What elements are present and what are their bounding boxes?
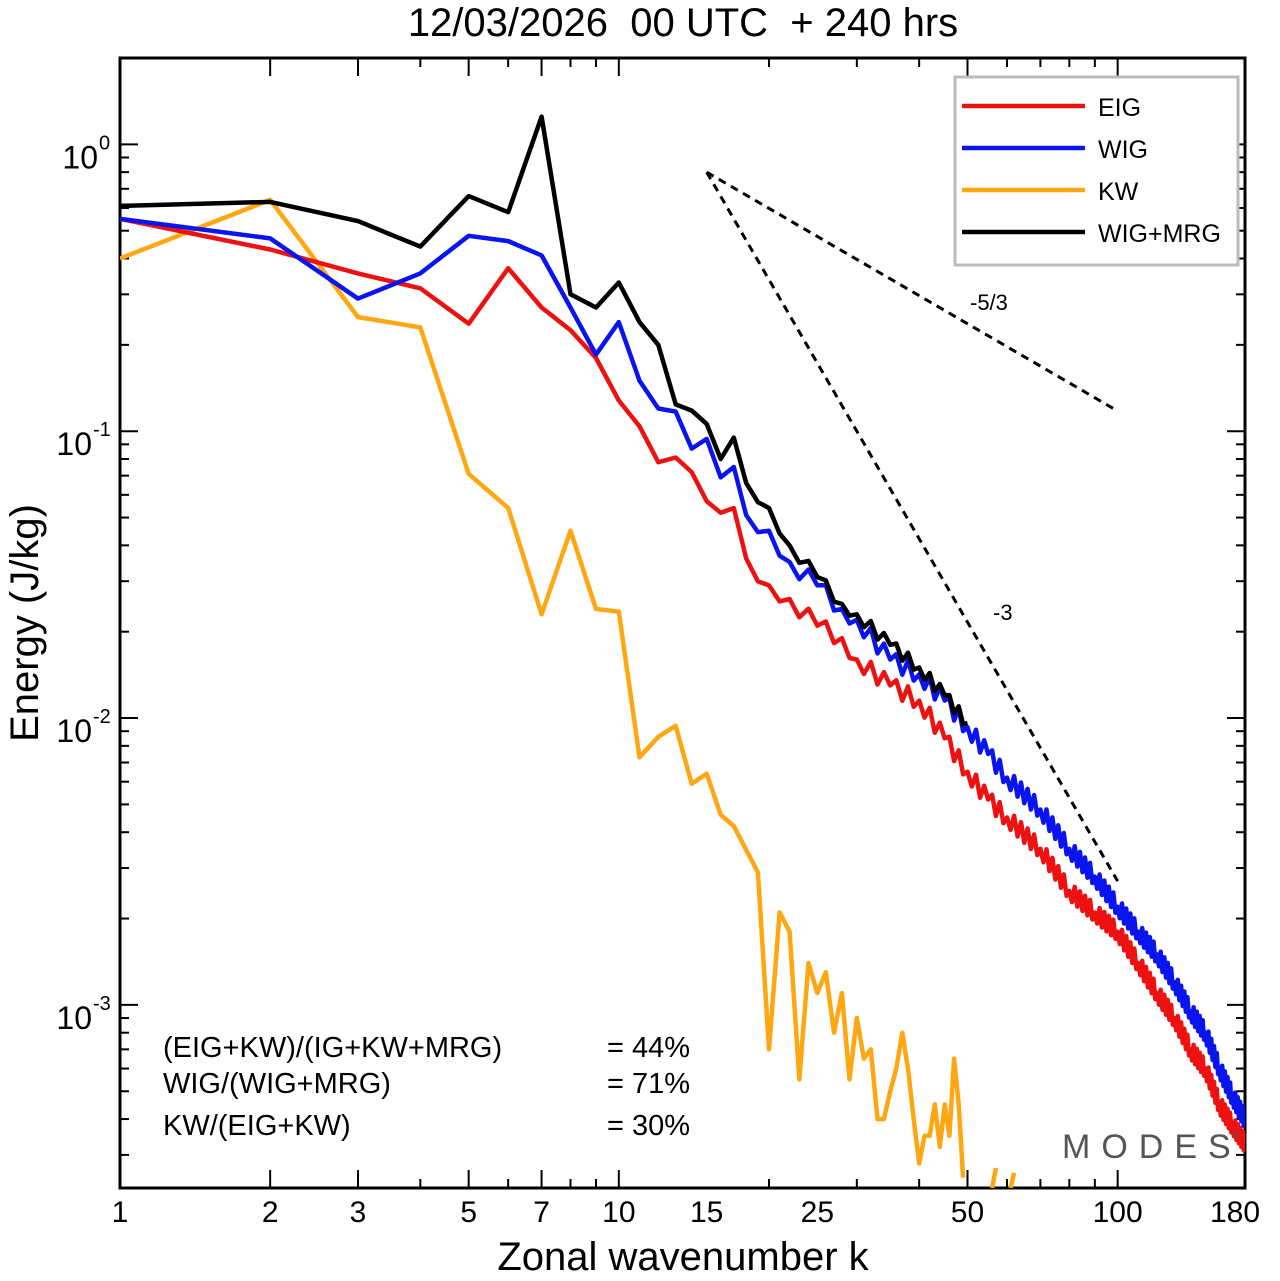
ratio-label-1: (EIG+KW)/(IG+KW+MRG) bbox=[163, 1032, 502, 1064]
legend-entry: EIG bbox=[962, 94, 1141, 122]
reference-line-slope bbox=[705, 170, 1119, 413]
legend-entry: WIG+MRG bbox=[962, 220, 1221, 248]
ratio-label-2: WIG/(WIG+MRG) bbox=[163, 1068, 391, 1100]
legend-label: EIG bbox=[1098, 94, 1141, 122]
series-line-kw bbox=[120, 197, 966, 1178]
y-tick-label: 10 -1 bbox=[56, 419, 110, 462]
x-tick-label: 15 bbox=[690, 1196, 723, 1229]
modes-watermark: MODES bbox=[1062, 1128, 1242, 1166]
y-tick-base: 10 bbox=[62, 139, 98, 175]
series-line-wig-mrg bbox=[120, 114, 969, 727]
x-tick-label: 180 bbox=[1210, 1196, 1260, 1229]
series-line-wig bbox=[120, 216, 1245, 1129]
legend-label: WIG+MRG bbox=[1098, 220, 1221, 248]
chart-title: 12/03/2026 00 UTC + 240 hrs bbox=[408, 1, 958, 45]
series-line-kw-tail bbox=[1008, 1172, 1017, 1188]
x-tick-label: 7 bbox=[533, 1196, 550, 1229]
y-tick-base: 10 bbox=[56, 1000, 92, 1036]
y-tick-exponent: -2 bbox=[93, 706, 111, 728]
reference-line-label: -3 bbox=[993, 600, 1013, 625]
y-tick-exponent: 0 bbox=[99, 132, 110, 154]
y-tick-label: 10 -2 bbox=[56, 706, 110, 749]
legend-entry: WIG bbox=[962, 136, 1148, 164]
legend-entry: KW bbox=[962, 178, 1139, 206]
series-line-kw-tail bbox=[989, 1167, 999, 1188]
reference-lines: -5/3 -3 bbox=[705, 170, 1119, 882]
x-tick-label: 100 bbox=[1093, 1196, 1143, 1229]
copyright-mark: © bbox=[1232, 1129, 1240, 1141]
y-tick-label: 10 0 bbox=[62, 132, 110, 175]
x-tick-label: 3 bbox=[350, 1196, 367, 1229]
x-tick-label: 25 bbox=[801, 1196, 834, 1229]
x-tick-label: 5 bbox=[460, 1196, 477, 1229]
x-tick-labels: 1 2 3 5 7 10 15 25 50 100 180 bbox=[112, 1196, 1260, 1229]
x-tick-label: 10 bbox=[602, 1196, 635, 1229]
x-tick-label: 50 bbox=[951, 1196, 984, 1229]
legend-label: KW bbox=[1098, 178, 1139, 206]
legend-label: WIG bbox=[1098, 136, 1148, 164]
x-tick-label: 2 bbox=[262, 1196, 279, 1229]
ratio-annotations: (EIG+KW)/(IG+KW+MRG) = 44% WIG/(WIG+MRG)… bbox=[163, 1032, 690, 1142]
y-axis-label: Energy (J/kg) bbox=[3, 504, 47, 742]
reference-line-label: -5/3 bbox=[970, 290, 1008, 315]
x-tick-label: 1 bbox=[112, 1196, 129, 1229]
y-tick-exponent: -3 bbox=[93, 993, 111, 1015]
y-tick-label: 10 -3 bbox=[56, 993, 110, 1036]
y-tick-base: 10 bbox=[56, 426, 92, 462]
y-tick-exponent: -1 bbox=[93, 419, 111, 441]
ratio-value-3: = 30% bbox=[607, 1110, 690, 1142]
reference-line-slope bbox=[705, 171, 1119, 882]
legend: EIG WIG KW WIG+MRG bbox=[953, 75, 1240, 267]
series-line-eig bbox=[120, 216, 1245, 1153]
x-axis-label: Zonal wavenumber k bbox=[497, 1235, 869, 1279]
series-lines bbox=[120, 114, 1245, 1188]
y-tick-base: 10 bbox=[56, 713, 92, 749]
ratio-value-2: = 71% bbox=[607, 1068, 690, 1100]
ratio-label-3: KW/(EIG+KW) bbox=[163, 1110, 351, 1142]
ratio-value-1: = 44% bbox=[607, 1032, 690, 1064]
plot-frame bbox=[118, 56, 1247, 1190]
